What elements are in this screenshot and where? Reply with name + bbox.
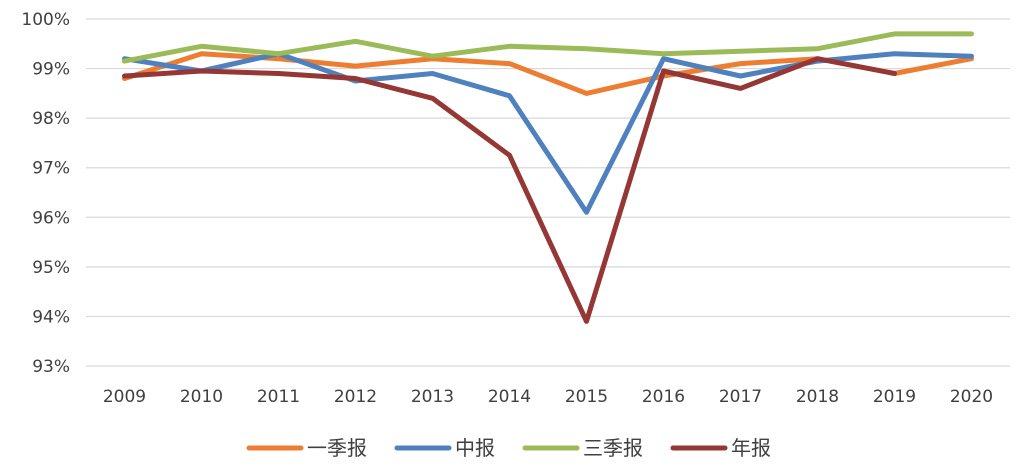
series-lines — [122, 31, 974, 324]
x-tick-label: 2018 — [796, 387, 839, 407]
y-tick-label: 99% — [32, 60, 70, 80]
legend-item-1: 一季报 — [246, 436, 367, 460]
y-tick-label: 95% — [32, 258, 70, 278]
legend-label: 年报 — [731, 436, 771, 460]
legend-label: 中报 — [455, 436, 495, 460]
y-tick-label: 98% — [32, 109, 70, 129]
x-tick-label: 2017 — [719, 387, 762, 407]
x-tick-label: 2016 — [642, 387, 685, 407]
y-tick-label: 97% — [32, 159, 70, 179]
legend-label: 三季报 — [583, 436, 643, 460]
x-tick-label: 2009 — [103, 387, 146, 407]
series-line-4 — [122, 56, 897, 324]
x-tick-label: 2011 — [257, 387, 300, 407]
x-axis: 2009 2010 2011 2012 2013 2014 2015 2016 2017 2018… — [103, 387, 993, 407]
legend: 一季报 中报 三季报 年报 — [246, 436, 771, 460]
x-tick-label: 2010 — [180, 387, 223, 407]
legend-item-3: 三季报 — [522, 436, 643, 460]
legend-item-4: 年报 — [670, 436, 771, 460]
legend-label: 一季报 — [307, 436, 367, 460]
series-line-3 — [122, 31, 974, 64]
x-tick-label: 2019 — [873, 387, 916, 407]
gridlines — [86, 18, 1010, 367]
x-tick-label: 2015 — [565, 387, 608, 407]
y-tick-label: 100% — [21, 10, 70, 30]
x-tick-label: 2012 — [334, 387, 377, 407]
x-tick-label: 2020 — [950, 387, 993, 407]
x-tick-label: 2013 — [411, 387, 454, 407]
y-tick-label: 94% — [32, 307, 70, 327]
legend-item-2: 中报 — [394, 436, 495, 460]
y-tick-label: 96% — [32, 208, 70, 228]
x-tick-label: 2014 — [488, 387, 531, 407]
y-tick-label: 93% — [32, 357, 70, 377]
y-axis: 93% 94% 95% 96% 97% 98% 99% 100% — [21, 10, 70, 377]
